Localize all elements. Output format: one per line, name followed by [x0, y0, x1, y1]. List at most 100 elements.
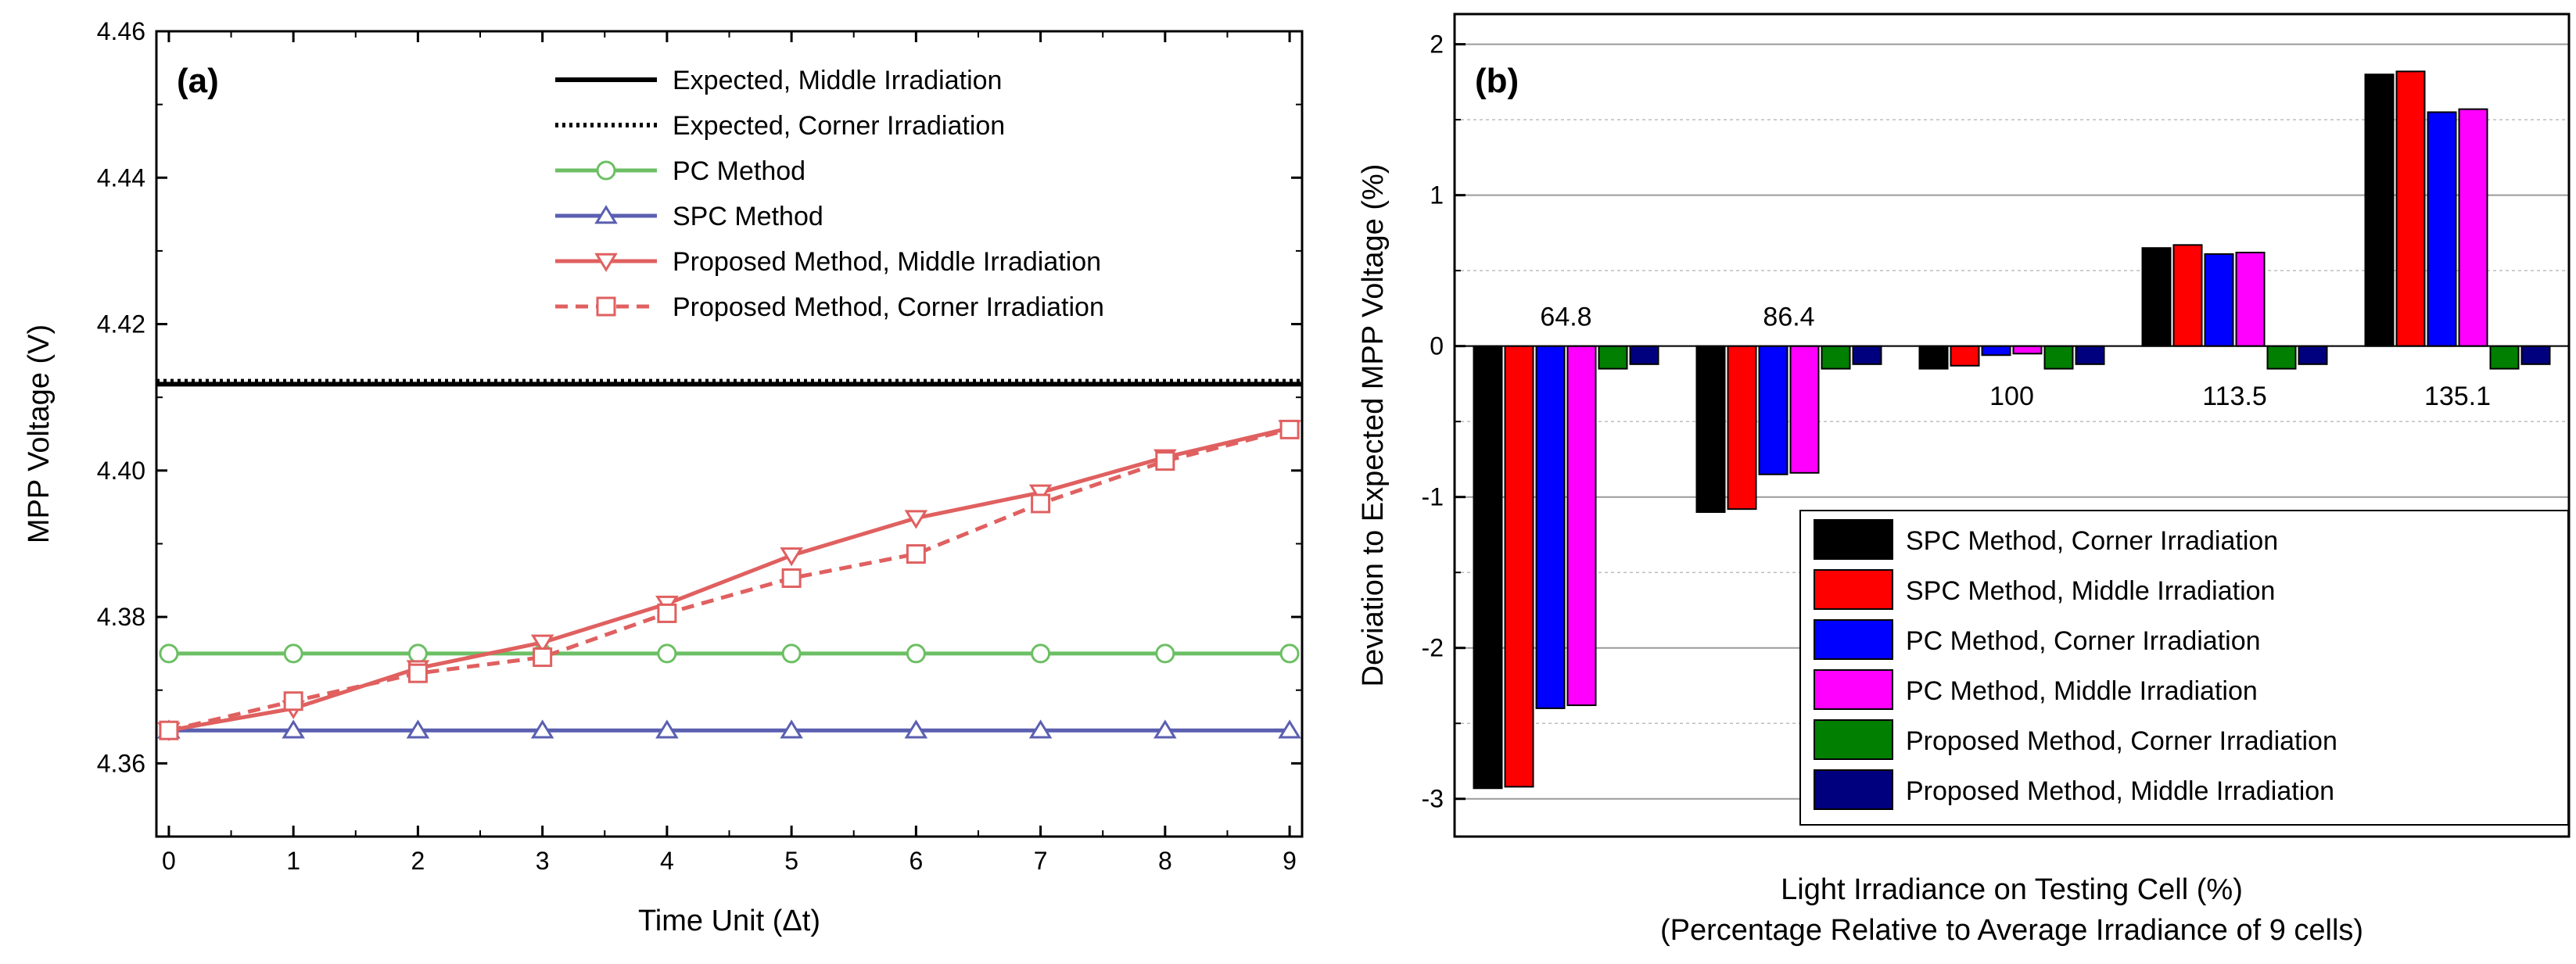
bar-3-0 — [1566, 345, 1597, 707]
data-point-a-5 — [1279, 419, 1300, 439]
x-tick-label-a: 5 — [784, 847, 798, 875]
bar-0-2 — [1918, 345, 1949, 370]
legend-label-a-3: SPC Method — [673, 202, 823, 231]
chart-panel-b: -3 -2 -1 0 1 2 Light Irradiance on Testing Cel… — [1357, 13, 2571, 947]
plot-frame-a — [155, 30, 1304, 838]
panel-label-a: (a) — [177, 62, 219, 100]
data-point-a-5 — [1031, 493, 1051, 514]
category-label-b: 113.5 — [2202, 382, 2267, 411]
series-line-a-4 — [168, 426, 1290, 733]
legend-label-a-5: Proposed Method, Corner Irradiation — [673, 292, 1104, 322]
panel-label-b: (b) — [1475, 62, 1519, 100]
bar-5-4 — [2520, 345, 2551, 365]
x-tick-label-a: 1 — [286, 847, 300, 875]
bar-3-3 — [2235, 251, 2266, 347]
data-point-a-5 — [781, 568, 802, 588]
data-point-a-5 — [407, 663, 428, 683]
y-tick-label-a: 4.44 — [97, 163, 145, 192]
data-point-a-2 — [781, 643, 802, 664]
bar-2-4 — [2427, 111, 2457, 347]
category-label-b: 86.4 — [1763, 303, 1814, 332]
bar-5-3 — [2298, 345, 2328, 365]
y-tick-label-a: 4.38 — [97, 603, 145, 631]
data-point-a-3 — [655, 719, 679, 739]
x-tick-label-a: 8 — [1158, 847, 1172, 875]
x-tick-label-a: 9 — [1283, 847, 1297, 875]
category-label-b: 64.8 — [1540, 303, 1591, 332]
legend-label-a-4: Proposed Method, Middle Irradiation — [673, 247, 1101, 277]
legend-swatch-b-2 — [1814, 619, 1893, 660]
bar-1-2 — [1950, 345, 1980, 367]
legend-label-b-2: PC Method, Corner Irradiation — [1906, 626, 2261, 656]
legend-label-a-2: PC Method — [673, 156, 805, 186]
legend-label-b-4: Proposed Method, Corner Irradiation — [1906, 726, 2337, 756]
bar-2-3 — [2204, 253, 2234, 347]
legend-label-a-1: Expected, Corner Irradiation — [673, 111, 1005, 141]
bar-2-2 — [1981, 345, 2011, 357]
y-axis-label-b: Deviation to Expected MPP Voltage (%) — [1357, 164, 1390, 687]
data-point-a-5 — [906, 544, 926, 564]
data-point-a-4 — [530, 634, 554, 654]
plot-frame-b — [1453, 13, 2571, 838]
bar-0-0 — [1473, 345, 1503, 790]
y-tick-label-b: -3 — [1422, 785, 1444, 813]
legend-label-b-0: SPC Method, Corner Irradiation — [1906, 526, 2278, 556]
data-point-a-3 — [1028, 719, 1053, 739]
bar-1-3 — [2172, 244, 2203, 347]
x-tick-label-a: 7 — [1034, 847, 1048, 875]
x-tick-label-a: 6 — [909, 847, 923, 875]
data-point-a-2 — [1279, 643, 1300, 664]
bar-4-3 — [2266, 345, 2297, 370]
data-point-a-3 — [780, 719, 803, 739]
legend-swatch-b-4 — [1814, 719, 1893, 760]
bar-5-0 — [1629, 345, 1659, 365]
y-tick-label-b: 0 — [1430, 332, 1444, 360]
data-point-a-3 — [1153, 719, 1177, 739]
chart-panel-a: 4.36 4.38 4.40 4.42 4.44 4.46 0 1 2 3 4 5 6 7 8 9 Time U… — [23, 17, 1304, 937]
y-tick-label-a: 4.42 — [97, 310, 145, 339]
x-tick-label-a: 0 — [162, 847, 176, 875]
x-tick-label-a: 3 — [536, 847, 550, 875]
data-point-a-4 — [904, 510, 928, 529]
category-label-b: 135.1 — [2424, 382, 2491, 411]
bar-1-0 — [1504, 345, 1534, 788]
legend-label-b-5: Proposed Method, Middle Irradiation — [1906, 776, 2334, 806]
x-tick-label-a: 4 — [660, 847, 674, 875]
legend-marker-a-5 — [596, 296, 616, 317]
category-label-b: 100 — [1989, 382, 2034, 411]
data-point-a-5 — [1155, 451, 1175, 471]
bar-2-1 — [1758, 345, 1788, 475]
y-tick-label-b: 1 — [1430, 181, 1444, 210]
y-tick-label-b: -2 — [1422, 634, 1444, 662]
data-point-a-3 — [1278, 719, 1301, 739]
data-point-a-3 — [282, 719, 305, 739]
legend-swatch-b-3 — [1814, 669, 1893, 710]
bar-3-2 — [2012, 345, 2043, 355]
y-tick-label-b: -1 — [1422, 483, 1444, 511]
bar-0-1 — [1695, 345, 1726, 513]
data-point-a-2 — [657, 643, 677, 664]
series-line-a-5 — [168, 427, 1290, 733]
legend-swatch-b-0 — [1814, 519, 1893, 560]
bar-1-1 — [1727, 345, 1757, 511]
data-point-a-5 — [159, 720, 179, 740]
legend-box-b — [1799, 510, 2569, 826]
legend-label-b-1: SPC Method, Middle Irradiation — [1906, 576, 2275, 606]
legend-label-a-0: Expected, Middle Irradiation — [673, 66, 1002, 95]
x-axis-label-b-line2: (Percentage Relative to Average Irradian… — [1660, 914, 2363, 947]
bar-0-4 — [2364, 73, 2395, 347]
y-tick-label-b: 2 — [1430, 30, 1444, 59]
bar-3-1 — [1789, 345, 1820, 474]
y-axis-label-a: MPP Voltage (V) — [23, 324, 56, 543]
data-point-a-4 — [780, 547, 803, 567]
legend-swatch-b-1 — [1814, 569, 1893, 610]
bar-5-1 — [1852, 345, 1882, 365]
data-point-a-2 — [283, 643, 303, 664]
bar-2-0 — [1535, 345, 1566, 709]
data-point-a-5 — [533, 647, 553, 668]
bar-5-2 — [2075, 345, 2105, 365]
bar-4-4 — [2489, 345, 2520, 370]
data-point-a-4 — [1028, 484, 1053, 504]
y-tick-label-a: 4.46 — [97, 17, 145, 45]
data-point-a-2 — [159, 643, 179, 664]
